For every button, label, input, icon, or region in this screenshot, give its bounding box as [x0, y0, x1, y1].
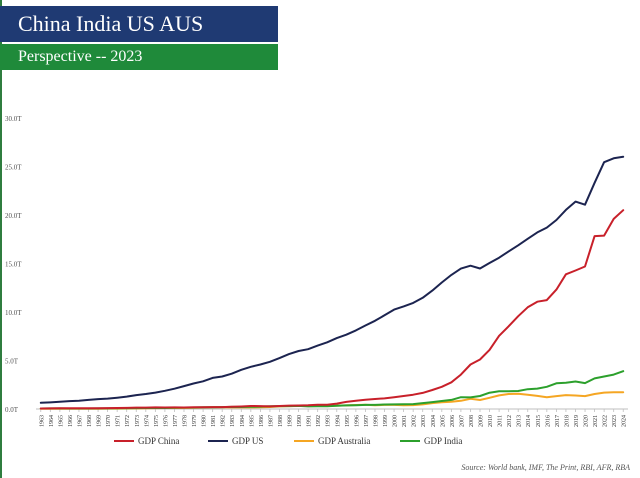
x-tick-label: 1992: [316, 415, 322, 427]
x-tick-label: 1984: [240, 415, 246, 427]
x-tick-label: 1990: [297, 415, 303, 427]
x-tick-label: 1969: [97, 415, 103, 427]
x-tick-label: 1989: [288, 415, 294, 427]
legend-label-gdp-china: GDP China: [138, 436, 179, 446]
x-tick-label: 2012: [507, 415, 513, 427]
x-tick-label: 2002: [412, 415, 418, 427]
x-tick-label: 1967: [77, 415, 83, 427]
x-tick-label: 1988: [278, 415, 284, 427]
legend-label-gdp-india: GDP India: [424, 436, 462, 446]
legend-label-gdp-us: GDP US: [232, 436, 263, 446]
x-tick-label: 2015: [536, 415, 542, 427]
x-tick-label: 2011: [498, 415, 504, 427]
x-tick-label: 1999: [383, 415, 389, 427]
series-line-gdp-india: [39, 370, 625, 410]
x-tick-label: 1964: [49, 415, 55, 427]
x-tick-label: 1983: [230, 415, 236, 427]
x-tick-label: 1978: [183, 415, 189, 427]
x-tick-label: 1986: [259, 415, 265, 427]
legend-label-gdp-australia: GDP Australia: [318, 436, 370, 446]
source-note: Source: World bank, IMF, The Print, RBI,…: [461, 463, 630, 472]
x-tick-label: 2016: [545, 415, 551, 427]
x-tick-label: 2009: [479, 415, 485, 427]
x-tick-label: 2013: [517, 415, 523, 427]
x-tick-label: 2005: [440, 415, 446, 427]
x-tick-label: 1998: [373, 415, 379, 427]
x-tick-label: 1993: [326, 415, 332, 427]
page-title: China India US AUS: [0, 6, 278, 42]
series-line-gdp-china: [39, 209, 625, 410]
x-tick-label: 2014: [526, 415, 532, 427]
x-tick-label: 1994: [335, 415, 341, 427]
x-tick-label: 2004: [431, 415, 437, 427]
x-tick-label: 1966: [68, 415, 74, 427]
x-tick-label: 1968: [87, 415, 93, 427]
x-tick-label: 2010: [488, 415, 494, 427]
x-tick-label: 2019: [574, 415, 580, 427]
x-tick-label: 1970: [106, 415, 112, 427]
y-tick-label: 10.0T: [5, 309, 22, 317]
x-tick-label: 1997: [364, 415, 370, 427]
x-tick-label: 2024: [622, 415, 628, 427]
x-tick-label: 1972: [125, 415, 131, 427]
x-tick-label: 1965: [58, 415, 64, 427]
x-tick-label: 2008: [469, 415, 475, 427]
x-tick-label: 2020: [584, 415, 590, 427]
x-tick-label: 2022: [603, 415, 609, 427]
x-tick-label: 2018: [564, 415, 570, 427]
x-tick-label: 2000: [393, 415, 399, 427]
x-tick-label: 2007: [459, 415, 465, 427]
x-tick-label: 1973: [135, 415, 141, 427]
x-tick-label: 1975: [154, 415, 160, 427]
x-tick-label: 1980: [202, 415, 208, 427]
x-tick-label: 2006: [450, 415, 456, 427]
y-tick-label: 5.0T: [5, 358, 19, 366]
x-tick-label: 1971: [116, 415, 122, 427]
page-subtitle: Perspective -- 2023: [0, 44, 278, 70]
x-tick-label: 2021: [593, 415, 599, 427]
y-tick-label: 0.0T: [5, 406, 19, 414]
x-tick-label: 2001: [402, 415, 408, 427]
x-tick-label: 2017: [555, 415, 561, 427]
x-tick-label: 1991: [307, 415, 313, 427]
x-tick-label: 1979: [192, 415, 198, 427]
x-tick-label: 2023: [612, 415, 618, 427]
x-tick-label: 1982: [221, 415, 227, 427]
x-tick-label: 1977: [173, 415, 179, 427]
y-tick-label: 15.0T: [5, 261, 22, 269]
series-line-gdp-us: [39, 155, 625, 404]
x-tick-label: 1976: [163, 415, 169, 427]
x-tick-label: 1974: [144, 415, 150, 427]
left-accent-rule: [0, 0, 2, 478]
x-tick-label: 1963: [39, 415, 45, 427]
x-tick-label: 1987: [268, 415, 274, 427]
y-tick-label: 30.0T: [5, 115, 22, 123]
x-tick-label: 1996: [354, 415, 360, 427]
x-tick-label: 1981: [211, 415, 217, 427]
y-tick-label: 25.0T: [5, 164, 22, 172]
y-tick-label: 20.0T: [5, 212, 22, 220]
x-tick-label: 2003: [421, 415, 427, 427]
x-tick-label: 1995: [345, 415, 351, 427]
x-tick-label: 1985: [249, 415, 255, 427]
